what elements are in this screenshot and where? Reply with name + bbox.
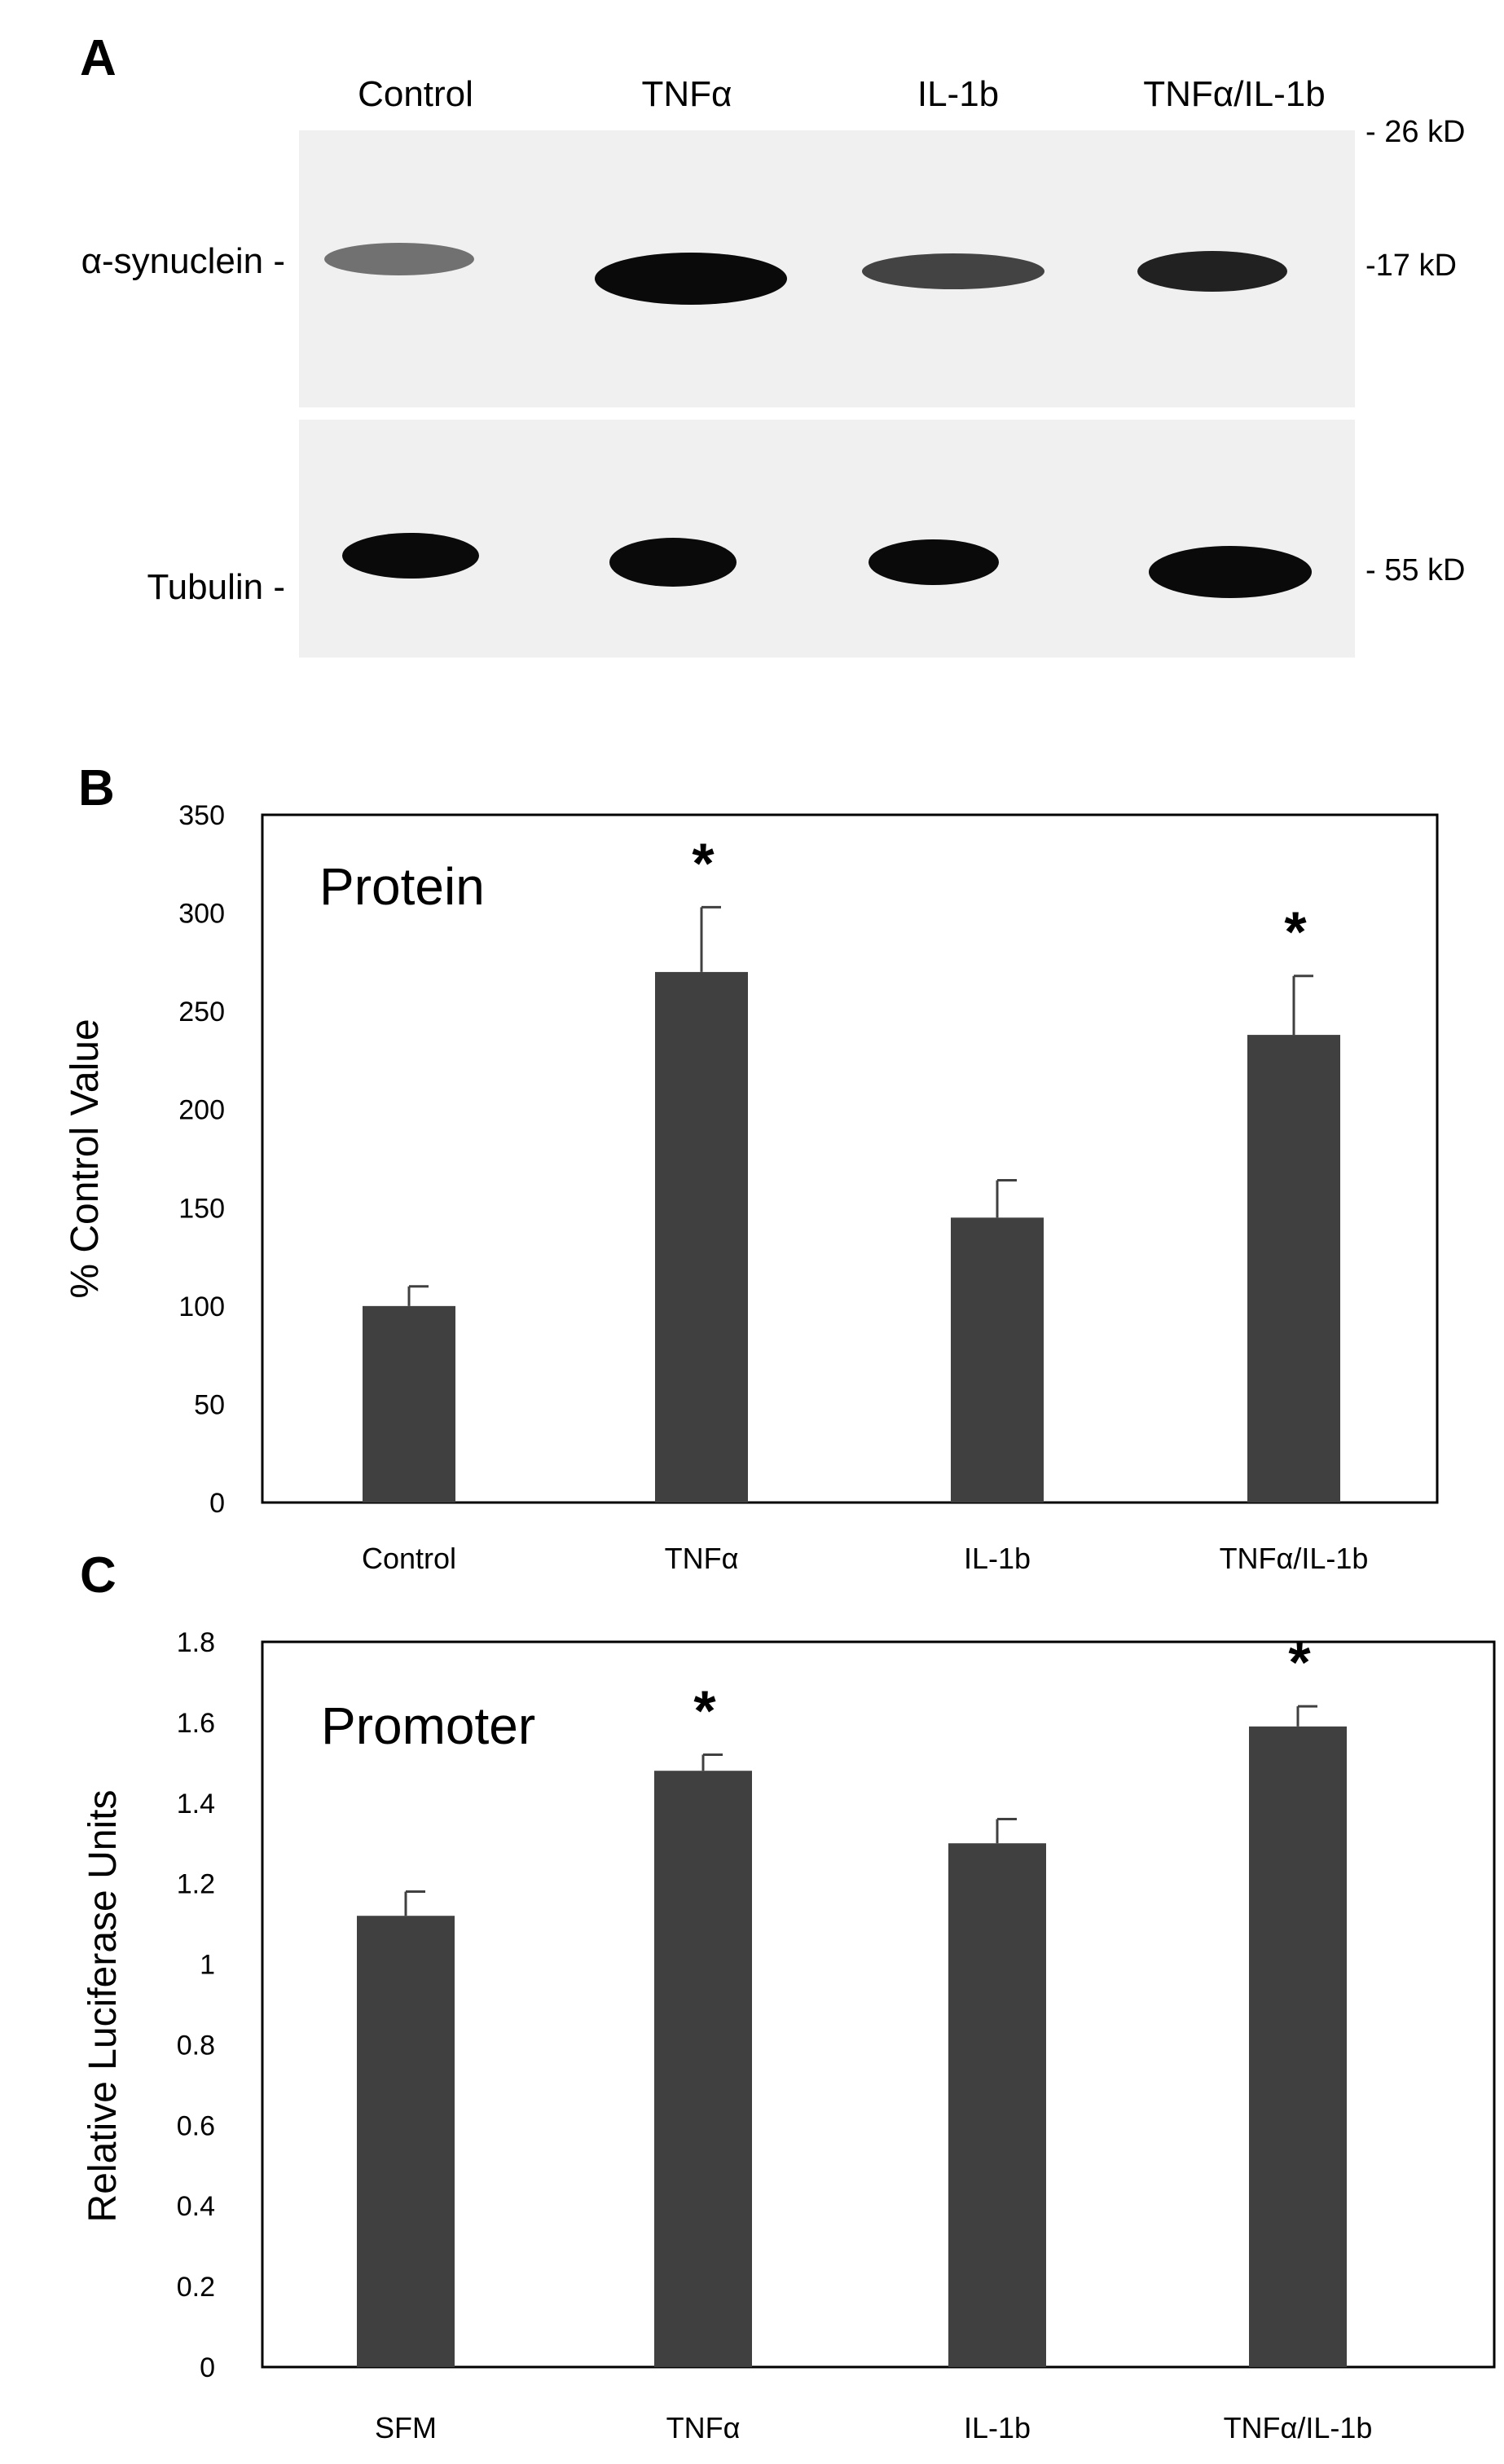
- panel-c-chart: 0 0.2 0.4 0.6 0.8 1 1.2 1.4 1.6 1.8 SFM * TNFα IL-1b *…: [81, 1627, 1372, 2444]
- category-label: TNFα/IL-1b: [1220, 1542, 1369, 1575]
- category-label: TNFα/IL-1b: [1224, 2411, 1373, 2444]
- band-alpha-synuclein-tnfa-il1b: [1137, 251, 1287, 292]
- row-label-alpha-synuclein: α-synuclein -: [81, 241, 285, 281]
- category-label: IL-1b: [964, 1542, 1031, 1575]
- lane-label-control: Control: [358, 74, 473, 114]
- panel-c-label: C: [80, 1547, 117, 1604]
- y-tick-label: 0.6: [177, 2110, 215, 2141]
- band-tubulin-il1b: [869, 539, 999, 585]
- y-axis-label: % Control Value: [64, 1019, 107, 1298]
- bar: [948, 1843, 1046, 2367]
- lane-label-il1b: IL-1b: [917, 74, 999, 114]
- y-tick-label: 0.8: [177, 2030, 215, 2061]
- category-label: IL-1b: [964, 2411, 1031, 2444]
- band-alpha-synuclein-tnfa: [595, 253, 787, 305]
- bar: [654, 1771, 752, 2367]
- band-alpha-synuclein-control: [324, 243, 474, 275]
- panel-annotation: Promoter: [321, 1696, 535, 1755]
- y-tick-label: 1.8: [177, 1627, 215, 1658]
- bar: [1249, 1726, 1347, 2367]
- y-tick-label: 350: [178, 800, 225, 831]
- y-tick-label: 50: [194, 1389, 225, 1420]
- panel-annotation: Protein: [319, 857, 485, 916]
- panel-a-label: A: [80, 30, 117, 86]
- marker-26kd: - 26 kD: [1365, 115, 1465, 149]
- panel-c-plot-frame: [261, 1640, 1496, 2369]
- y-tick-label: 0: [200, 2352, 215, 2383]
- bar: [357, 1916, 455, 2367]
- row-label-tubulin: Tubulin -: [147, 567, 285, 607]
- y-tick-label: 150: [178, 1193, 225, 1224]
- y-tick-label: 1: [200, 1950, 215, 1981]
- y-tick-label: 1.2: [177, 1869, 215, 1900]
- lane-label-tnfa: TNFα: [642, 74, 732, 114]
- band-alpha-synuclein-il1b: [862, 253, 1044, 289]
- category-label: Control: [362, 1542, 456, 1575]
- significance-marker: *: [692, 831, 715, 895]
- y-tick-label: 1.4: [177, 1789, 215, 1819]
- band-tubulin-tnfa-il1b: [1149, 546, 1312, 598]
- band-tubulin-control: [342, 533, 479, 579]
- blot-strip-tubulin: [299, 420, 1355, 658]
- significance-marker: *: [693, 1679, 716, 1742]
- y-tick-label: 100: [178, 1291, 225, 1322]
- y-tick-label: 200: [178, 1095, 225, 1126]
- bar: [951, 1217, 1044, 1503]
- y-tick-label: 300: [178, 899, 225, 930]
- significance-marker: *: [1288, 1630, 1311, 1694]
- marker-17kd: -17 kD: [1365, 249, 1457, 283]
- bar: [1247, 1035, 1340, 1503]
- y-axis-label: Relative Luciferase Units: [81, 1790, 125, 2223]
- panel-c: C 0 0.2 0.4 0.6 0.8 1 1.2 1.4 1.6 1.8 SFM * TNFα IL-1…: [80, 1547, 1496, 2444]
- panel-b-plot-frame: [261, 813, 1439, 1504]
- lane-label-tnfa-il1b: TNFα/IL-1b: [1143, 74, 1325, 114]
- category-label: TNFα: [666, 2411, 741, 2444]
- y-tick-label: 1.6: [177, 1708, 215, 1739]
- bar: [363, 1305, 455, 1503]
- significance-marker: *: [1284, 900, 1307, 964]
- panel-b: B 0 50 100 150 200 250 300 350 Control * TNFα IL-1b…: [64, 760, 1439, 1575]
- category-label: SFM: [375, 2411, 437, 2444]
- panel-b-label: B: [78, 760, 115, 816]
- bar: [655, 971, 748, 1503]
- y-tick-label: 0.2: [177, 2272, 215, 2303]
- y-tick-label: 250: [178, 997, 225, 1027]
- category-label: TNFα: [665, 1542, 739, 1575]
- y-tick-label: 0: [209, 1488, 225, 1519]
- panel-a: A Control TNFα IL-1b TNFα/IL-1b α-synucl…: [80, 30, 1465, 658]
- y-tick-label: 0.4: [177, 2191, 215, 2222]
- marker-55kd: - 55 kD: [1365, 553, 1465, 587]
- band-tubulin-tnfa: [609, 538, 737, 587]
- panel-b-chart: 0 50 100 150 200 250 300 350 Control * TNFα IL-1b * T…: [64, 800, 1368, 1575]
